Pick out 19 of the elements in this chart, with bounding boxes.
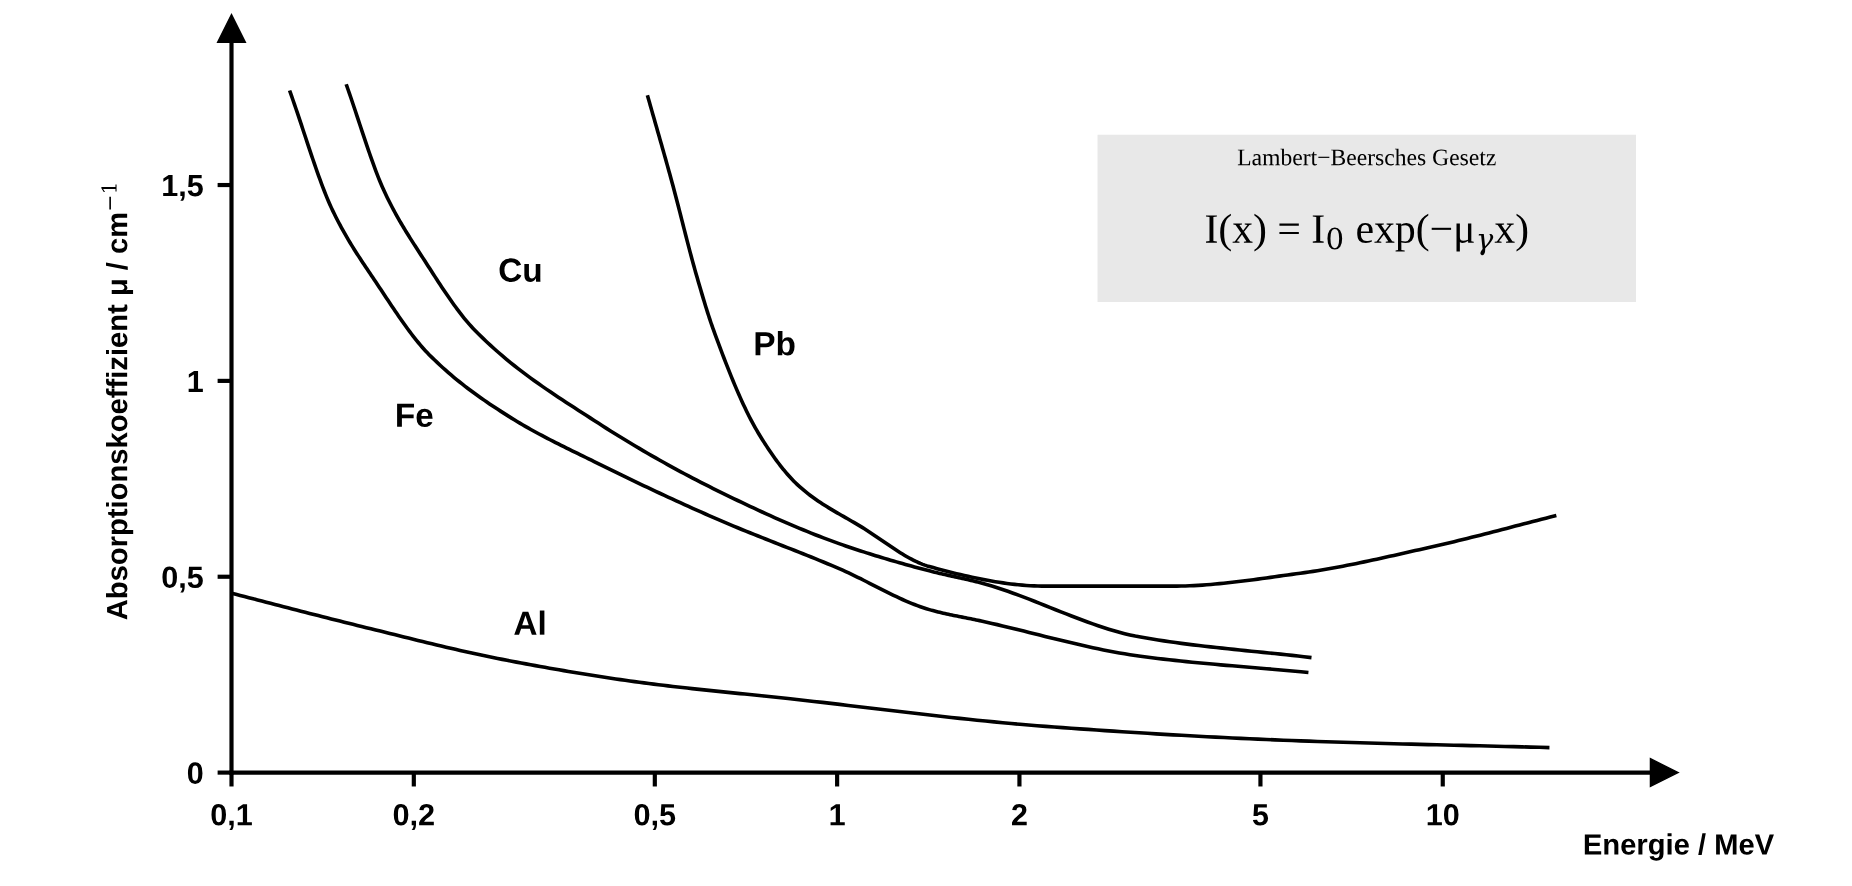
y-tick-label: 1 [188,370,203,392]
y-axis-title: Absorptionskoeffizient μ / cm$^{−1}$ [101,184,134,620]
series-label: Fe [397,403,433,428]
x-axis-title: Energie / MeV [1584,833,1774,861]
x-tick-label: 5 [1252,804,1269,826]
x-tick-label: 2 [1012,803,1027,826]
annotation: I(x) = I$_{0}$ exp(−μ$_{γ}$x) [1205,213,1528,256]
x-tick-label: 0,5 [634,803,676,831]
annotation: Lambert−Beersches Gesetz [1237,148,1496,166]
x-tick-label: 0,1 [211,803,252,831]
series-label: Cu [499,258,541,282]
y-tick-label: 0 [187,762,203,784]
y-tick-label: 1,5 [163,175,203,201]
x-tick-label: 0,2 [393,803,434,831]
y-tick-label: 0,5 [162,566,203,593]
x-tick-label: 1 [830,804,845,826]
series-label: Pb [755,331,795,356]
series-label: Al [514,610,545,635]
x-tick-label: 10 [1427,803,1459,826]
